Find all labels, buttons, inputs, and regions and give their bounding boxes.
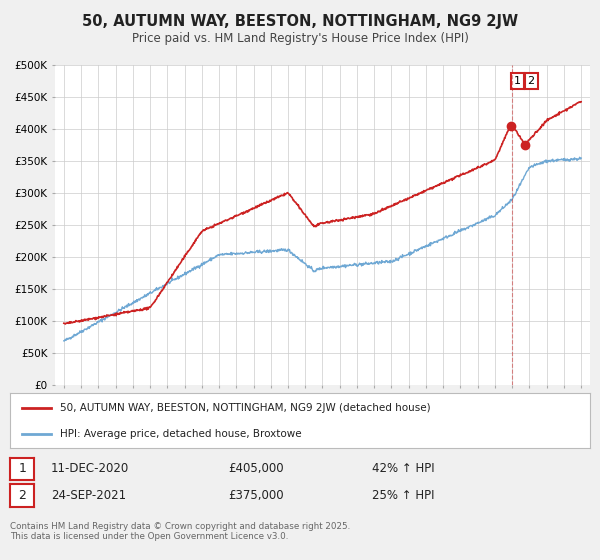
Text: 1: 1 <box>514 76 521 86</box>
Text: £405,000: £405,000 <box>228 462 284 475</box>
Text: Contains HM Land Registry data © Crown copyright and database right 2025.
This d: Contains HM Land Registry data © Crown c… <box>10 522 350 542</box>
Text: £375,000: £375,000 <box>228 489 284 502</box>
Text: 42% ↑ HPI: 42% ↑ HPI <box>372 462 434 475</box>
Text: 11-DEC-2020: 11-DEC-2020 <box>51 462 129 475</box>
Text: 24-SEP-2021: 24-SEP-2021 <box>51 489 126 502</box>
Text: 2: 2 <box>18 489 26 502</box>
Text: Price paid vs. HM Land Registry's House Price Index (HPI): Price paid vs. HM Land Registry's House … <box>131 32 469 45</box>
Text: HPI: Average price, detached house, Broxtowe: HPI: Average price, detached house, Brox… <box>59 430 301 439</box>
Text: 50, AUTUMN WAY, BEESTON, NOTTINGHAM, NG9 2JW: 50, AUTUMN WAY, BEESTON, NOTTINGHAM, NG9… <box>82 14 518 29</box>
Text: 2: 2 <box>527 76 535 86</box>
Text: 50, AUTUMN WAY, BEESTON, NOTTINGHAM, NG9 2JW (detached house): 50, AUTUMN WAY, BEESTON, NOTTINGHAM, NG9… <box>59 404 430 413</box>
Text: 1: 1 <box>18 462 26 475</box>
Text: 25% ↑ HPI: 25% ↑ HPI <box>372 489 434 502</box>
